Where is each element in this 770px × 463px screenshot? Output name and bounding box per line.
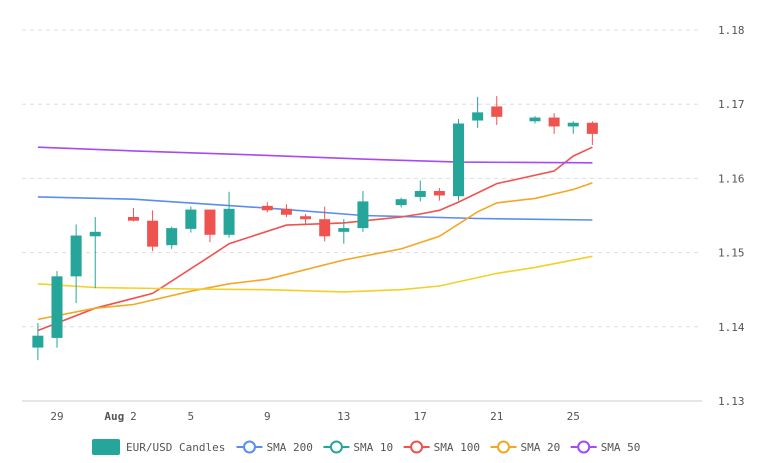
legend-marker-icon — [577, 440, 591, 454]
candle-body — [433, 191, 445, 196]
candle-body — [166, 228, 178, 246]
legend-marker-icon — [410, 440, 424, 454]
series-line-sma-100 — [37, 146, 593, 332]
x-axis: 29 Aug 2 5 9 13 17 21 25 — [50, 410, 579, 423]
x-tick-label: 21 — [490, 410, 503, 423]
candle-body — [261, 205, 273, 211]
x-tick-label: 13 — [337, 410, 350, 423]
grid-lines — [22, 29, 702, 402]
candle — [414, 180, 426, 202]
legend-marker-icon — [329, 440, 343, 454]
x-tick-label: 9 — [264, 410, 271, 423]
candle — [70, 224, 82, 304]
y-tick-label: 1.14 — [718, 321, 745, 334]
candle — [395, 197, 407, 208]
y-axis: 1.13 1.14 1.15 1.16 1.17 1.18 — [718, 24, 745, 408]
sma-series — [37, 146, 593, 332]
legend-item-sma-20[interactable]: SMA 20 — [490, 440, 561, 454]
candle — [491, 96, 503, 125]
x-tick-label: 25 — [567, 410, 580, 423]
candle-body — [338, 228, 350, 232]
x-tick-label: 29 — [50, 410, 63, 423]
candle-body — [32, 335, 44, 348]
candle — [127, 208, 139, 222]
legend[interactable]: EUR/USD Candles SMA 200 SMA 10 SMA 100 SMA 2… — [92, 439, 640, 455]
candle — [185, 206, 197, 233]
candle — [166, 226, 178, 249]
legend-item-sma-50[interactable]: SMA 50 — [570, 440, 641, 454]
candle — [300, 214, 312, 225]
x-tick-label: 17 — [414, 410, 427, 423]
candle-body — [586, 122, 598, 134]
candle-body — [223, 208, 235, 235]
candle-body — [89, 231, 101, 237]
candle-body — [51, 276, 63, 338]
legend-marker-icon — [243, 440, 256, 454]
legend-swatch-icon — [92, 439, 120, 455]
candle-body — [395, 199, 407, 206]
legend-label: EUR/USD Candles — [126, 441, 225, 454]
y-tick-label: 1.13 — [718, 395, 745, 408]
candle — [280, 204, 292, 217]
candle — [89, 216, 101, 289]
candle — [319, 206, 331, 242]
candle — [32, 323, 44, 361]
candle-body — [548, 117, 560, 127]
candle — [51, 271, 63, 348]
candle — [472, 96, 484, 128]
candle — [548, 113, 560, 134]
y-tick-label: 1.17 — [718, 98, 745, 111]
legend-label: SMA 100 — [434, 441, 480, 454]
candle-body — [491, 106, 503, 117]
candle — [357, 191, 369, 232]
legend-item-sma-10[interactable]: SMA 10 — [323, 440, 393, 454]
series-line-sma-200 — [37, 196, 593, 221]
candle-body — [529, 117, 541, 122]
candle-body — [185, 209, 197, 229]
candle-body — [70, 235, 82, 277]
legend-label: SMA 20 — [521, 441, 561, 454]
legend-label: SMA 50 — [601, 441, 641, 454]
candle — [453, 119, 465, 201]
candle — [567, 121, 579, 134]
y-tick-label: 1.16 — [718, 172, 745, 185]
candle — [204, 209, 216, 243]
candle-body — [204, 209, 216, 235]
legend-label: SMA 10 — [353, 441, 393, 454]
legend-item-sma-200[interactable]: SMA 200 — [236, 440, 313, 454]
candle-body — [357, 201, 369, 229]
candle-body — [414, 191, 426, 197]
candle-body — [300, 216, 312, 220]
candle — [338, 219, 350, 244]
series-line-sma-50 — [37, 146, 593, 164]
candle — [529, 116, 541, 124]
candle — [261, 202, 273, 213]
legend-item-eur-usd-candles[interactable]: EUR/USD Candles — [92, 439, 225, 455]
candle-body — [127, 216, 139, 221]
x-tick-label: 2 — [130, 410, 137, 423]
candle-body — [280, 208, 292, 215]
candle — [586, 121, 598, 146]
candles — [32, 96, 598, 361]
candle-body — [567, 122, 579, 127]
legend-marker-icon — [497, 440, 510, 454]
y-tick-label: 1.18 — [718, 24, 745, 37]
candle — [433, 188, 445, 201]
candle — [223, 191, 235, 238]
legend-item-sma-100[interactable]: SMA 100 — [403, 440, 480, 454]
series-line-sma-20 — [37, 182, 593, 321]
candle-body — [453, 123, 465, 197]
x-tick-label: Aug — [104, 410, 124, 423]
x-tick-label: 5 — [188, 410, 195, 423]
candle-body — [147, 220, 159, 247]
candle — [147, 210, 159, 252]
legend-label: SMA 200 — [267, 441, 313, 454]
series-line-unlabeled — [37, 255, 593, 293]
y-tick-label: 1.15 — [718, 247, 745, 260]
candle-body — [472, 112, 484, 121]
candle-body — [319, 219, 331, 237]
